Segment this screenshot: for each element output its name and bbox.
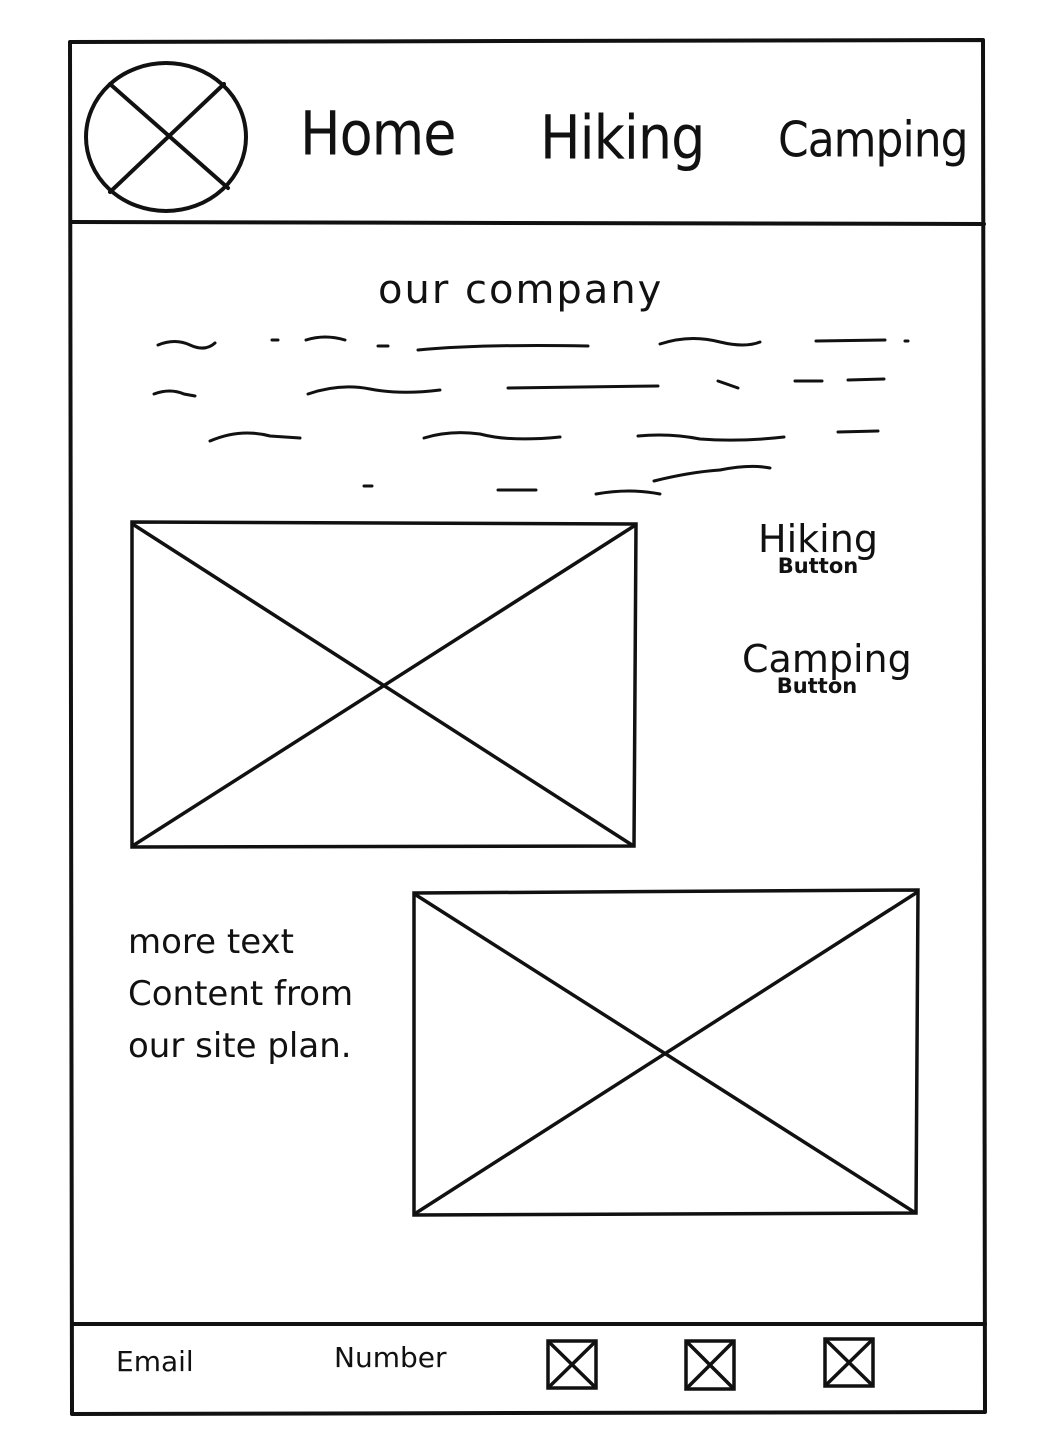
- company-heading: our company: [378, 267, 664, 313]
- logo-placeholder-icon: [84, 61, 248, 213]
- footer-icon-1: [546, 1339, 598, 1390]
- more-text-content: more text Content from our site plan.: [128, 922, 354, 1066]
- hiking-button-title: Hiking: [758, 517, 878, 561]
- page-frame: [68, 38, 987, 1416]
- camping-button-title: Camping: [742, 637, 912, 681]
- nav-home[interactable]: Home: [300, 98, 456, 169]
- footer-icon-2: [684, 1339, 736, 1391]
- nav-camping[interactable]: Camping: [778, 111, 969, 169]
- header-divider: [69, 220, 986, 226]
- image-placeholder-1: [130, 520, 638, 849]
- nav-hiking[interactable]: Hiking: [540, 102, 705, 173]
- hiking-button[interactable]: Hiking Button: [748, 520, 888, 577]
- camping-button-caption: Button: [776, 674, 858, 698]
- camping-button[interactable]: Camping Button: [742, 637, 912, 698]
- footer-icon-3: [823, 1337, 875, 1388]
- footer-number[interactable]: Number: [334, 1341, 447, 1374]
- image-placeholder-2: [412, 888, 920, 1217]
- placeholder-text-lines: [152, 335, 910, 496]
- hiking-button-caption: Button: [777, 554, 859, 578]
- footer-email[interactable]: Email: [116, 1345, 194, 1378]
